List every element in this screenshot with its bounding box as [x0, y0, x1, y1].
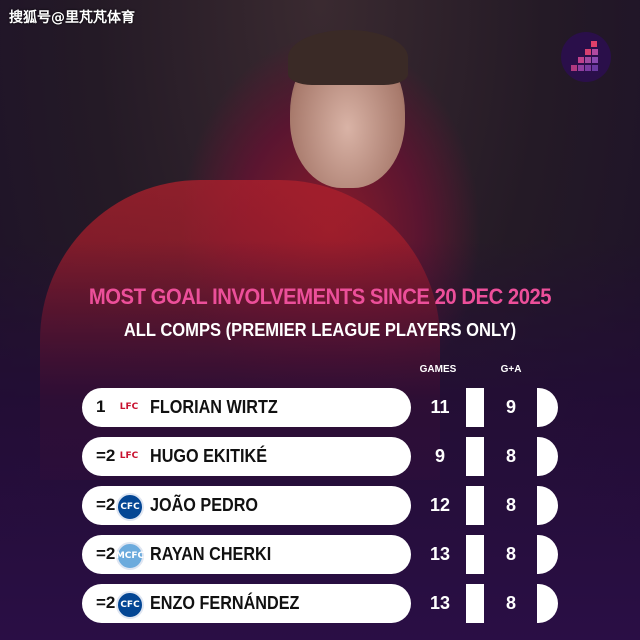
ga-value: 8: [505, 495, 516, 515]
row-end-cap: [537, 486, 558, 525]
player-name: RAYAN CHERKI: [150, 544, 272, 564]
page-title: MOST GOAL INVOLVEMENTS SINCE 20 DEC 2025: [88, 284, 552, 309]
watermark: 搜狐号@里芃芃体育: [9, 10, 135, 26]
table-row: =2 MCFC RAYAN CHERKI 13 8: [0, 535, 640, 574]
table-row: =2 LFC HUGO EKITIKÉ 9 8: [0, 437, 640, 476]
ga-value: 8: [505, 446, 516, 466]
games-value: 13: [429, 593, 451, 613]
games-column-header: GAMES: [419, 364, 457, 375]
rank: =2: [96, 495, 116, 514]
ga-value: 8: [505, 544, 516, 564]
chelsea-crest-icon: CFC: [116, 591, 144, 619]
row-pill: [82, 437, 411, 476]
rank: =2: [96, 544, 116, 563]
row-end-cap: [537, 437, 558, 476]
player-name: FLORIAN WIRTZ: [150, 397, 278, 417]
games-value: 12: [429, 495, 451, 515]
liverpool-crest-icon: LFC: [119, 402, 139, 412]
ga-value: 9: [505, 397, 516, 417]
ga-value: 8: [505, 593, 516, 613]
games-value: 11: [430, 397, 450, 417]
divider-bar: [466, 437, 484, 476]
divider-bar: [466, 388, 484, 427]
row-pill: [82, 388, 411, 427]
player-hair: [288, 30, 408, 85]
games-value: 9: [434, 446, 445, 466]
table-row: =2 CFC ENZO FERNÁNDEZ 13 8: [0, 584, 640, 623]
subtitle: ALL COMPS (PREMIER LEAGUE PLAYERS ONLY): [123, 320, 517, 340]
row-end-cap: [537, 388, 558, 427]
divider-bar: [466, 584, 484, 623]
brand-logo-icon: [561, 32, 611, 82]
player-name: HUGO EKITIKÉ: [150, 446, 268, 466]
player-name: ENZO FERNÁNDEZ: [150, 593, 300, 613]
player-name: JOÃO PEDRO: [150, 495, 259, 515]
rank: =2: [96, 593, 116, 612]
games-value: 13: [429, 544, 451, 564]
ga-column-header: G+A: [500, 364, 522, 375]
row-end-cap: [537, 584, 558, 623]
rank: 1: [96, 397, 106, 416]
table-row: 1 LFC FLORIAN WIRTZ 11 9: [0, 388, 640, 427]
divider-bar: [466, 535, 484, 574]
rank: =2: [96, 446, 116, 465]
chelsea-crest-icon: CFC: [116, 493, 144, 521]
man-city-crest-icon: MCFC: [116, 542, 144, 570]
table-row: =2 CFC JOÃO PEDRO 12 8: [0, 486, 640, 525]
liverpool-crest-icon: LFC: [119, 451, 139, 461]
row-end-cap: [537, 535, 558, 574]
divider-bar: [466, 486, 484, 525]
